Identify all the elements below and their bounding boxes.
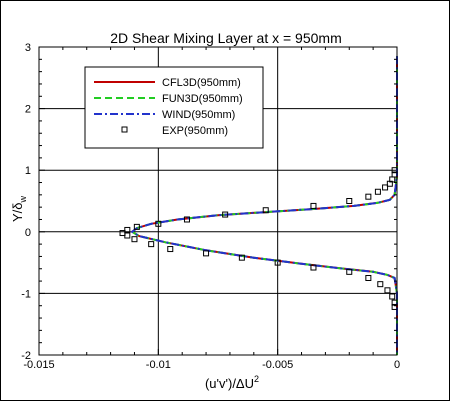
exp-data-point — [274, 259, 281, 266]
x-tick-label: -0.005 — [262, 359, 293, 371]
y-tick-label: -1 — [21, 288, 31, 300]
exp-data-point — [346, 268, 353, 275]
x-axis-label-text: (u'v')/ΔU — [205, 376, 254, 391]
exp-data-point — [389, 293, 396, 300]
exp-data-point — [155, 220, 162, 227]
exp-data-point — [183, 216, 190, 223]
y-axis-label-text: Y/δ — [10, 202, 25, 222]
y-tick-label: 3 — [25, 42, 31, 54]
exp-data-point — [374, 188, 381, 195]
legend-label: CFL3D(950mm) — [162, 77, 241, 89]
chart-title: 2D Shear Mixing Layer at x = 950mm — [110, 30, 342, 46]
exp-data-point — [365, 275, 372, 281]
series-line-wind-950mm- — [130, 56, 398, 355]
exp-data-point — [124, 226, 131, 233]
exp-data-point — [131, 236, 138, 243]
exp-data-point — [222, 211, 229, 218]
exp-data-point — [310, 264, 317, 271]
exp-data-point — [346, 198, 353, 204]
x-axis-label-superscript: 2 — [254, 374, 259, 384]
series-layer — [119, 56, 398, 355]
exp-data-point — [203, 250, 210, 257]
y-axis-label-subscript: w — [18, 195, 28, 203]
exp-data-point — [133, 223, 140, 230]
exp-data-point — [384, 287, 391, 294]
x-tick-label: -0.015 — [23, 359, 54, 371]
exp-data-point — [148, 241, 155, 248]
y-tick-label: 0 — [25, 227, 31, 239]
exp-data-point — [382, 184, 389, 191]
legend: CFL3D(950mm) FUN3D(950mm) WIND(950mm) EXP(9… — [84, 66, 264, 149]
exp-data-point — [386, 180, 393, 187]
exp-data-point — [124, 232, 131, 239]
legend-label: FUN3D(950mm) — [162, 93, 243, 105]
y-tick-label: -2 — [21, 350, 31, 362]
exp-data-point — [262, 207, 269, 214]
axis-ticks: -0.015 -0.01 -0.005 0 -2 -1 0 1 2 3 — [21, 42, 400, 371]
exp-data-point — [310, 202, 317, 209]
exp-data-point — [167, 246, 174, 253]
exp-data-point — [365, 193, 372, 200]
y-axis-label: Y/δw — [10, 195, 28, 222]
exp-data-point — [119, 230, 126, 237]
legend-label: EXP(950mm) — [162, 125, 228, 137]
x-tick-label: -0.01 — [146, 359, 171, 371]
x-tick-label: 0 — [394, 359, 400, 371]
x-axis-label: (u'v')/ΔU2 — [205, 374, 259, 391]
exp-data-point — [238, 254, 245, 261]
legend-marker-exp — [121, 126, 128, 133]
plot-border — [38, 46, 398, 356]
legend-label: WIND(950mm) — [162, 109, 235, 121]
y-tick-label: 1 — [25, 165, 31, 177]
y-tick-label: 2 — [25, 104, 31, 116]
exp-data-point — [377, 281, 384, 288]
legend-box — [84, 66, 264, 149]
